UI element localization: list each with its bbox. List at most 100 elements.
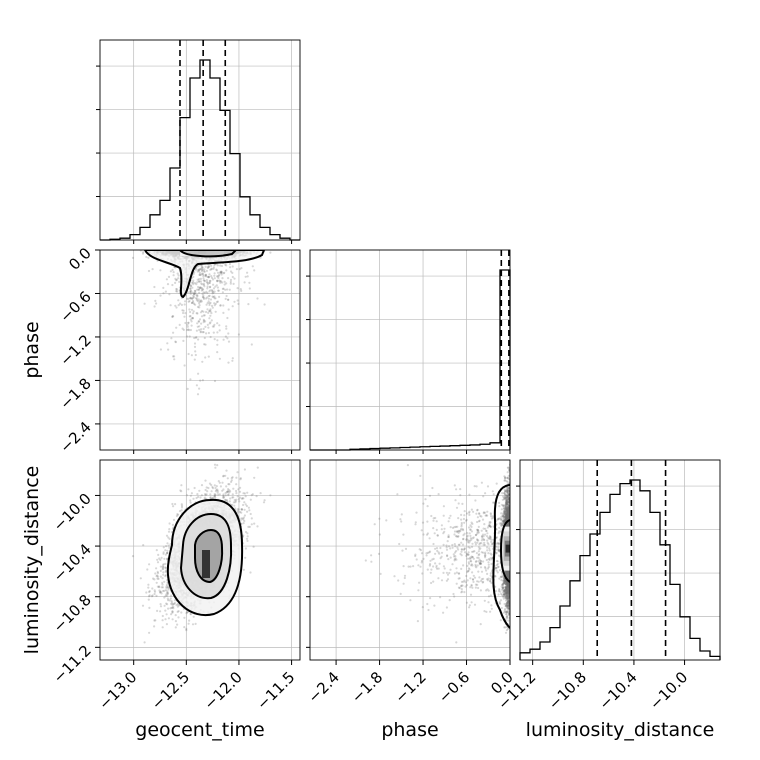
sample-point [202, 279, 205, 282]
sample-point [196, 325, 199, 328]
sample-point [131, 256, 135, 259]
sample-point [200, 270, 203, 273]
sample-point [209, 314, 212, 317]
sample-point [198, 300, 202, 303]
sample-point [176, 290, 179, 293]
sample-point [269, 251, 272, 254]
sample-point [218, 357, 221, 360]
sample-point [197, 320, 200, 323]
sample-point [189, 292, 192, 295]
sample-point [205, 279, 208, 282]
sample-point [226, 477, 229, 480]
sample-point [207, 300, 210, 303]
sample-point [200, 272, 203, 275]
sample-point [196, 288, 199, 291]
sample-point [189, 285, 192, 288]
sample-point [196, 294, 199, 297]
sample-point [182, 328, 185, 331]
sample-point [210, 289, 214, 292]
sample-point [158, 557, 161, 560]
sample-point [207, 265, 211, 268]
sample-point [159, 348, 162, 351]
sample-point [194, 353, 197, 357]
sample-point [202, 310, 205, 313]
sample-point [213, 297, 216, 300]
sample-point [213, 302, 216, 305]
sample-point [204, 325, 207, 328]
sample-point [203, 270, 206, 273]
sample-point [194, 350, 197, 353]
sample-point [246, 275, 249, 278]
sample-point [197, 270, 200, 273]
sample-point [214, 285, 217, 288]
sample-point [192, 294, 195, 297]
sample-point [248, 281, 251, 284]
sample-point [201, 268, 204, 271]
sample-point [233, 300, 236, 303]
sample-point [213, 304, 216, 307]
sample-point [210, 304, 214, 307]
sample-point [196, 322, 199, 325]
sample-point [206, 291, 209, 295]
sample-point [231, 271, 234, 274]
sample-point [143, 302, 146, 305]
sample-point [176, 272, 179, 275]
sample-point [211, 306, 214, 309]
sample-point [195, 329, 198, 332]
sample-point [213, 290, 216, 293]
sample-point [168, 528, 171, 531]
sample-point [212, 267, 215, 270]
sample-point [205, 303, 208, 306]
sample-point [239, 288, 242, 291]
sample-point [214, 493, 217, 496]
sample-point [187, 300, 190, 303]
sample-point [225, 282, 228, 285]
sample-point [171, 611, 174, 614]
sample-point [147, 269, 151, 273]
sample-point [246, 271, 249, 274]
sample-point [191, 291, 194, 294]
sample-point [196, 300, 200, 303]
sample-point [196, 312, 199, 315]
sample-point [193, 292, 196, 295]
sample-point [187, 321, 190, 324]
sample-point [188, 335, 191, 338]
sample-point [184, 300, 187, 303]
sample-point [164, 618, 167, 621]
sample-point [238, 268, 241, 271]
sample-point [203, 268, 206, 271]
sample-point [225, 269, 228, 272]
sample-point [175, 288, 178, 291]
sample-point [195, 336, 198, 339]
sample-point [195, 283, 198, 286]
sample-point [237, 302, 240, 305]
sample-point [216, 343, 219, 346]
pair-geocent_time-luminosity_distance-content [100, 460, 300, 660]
sample-point [172, 505, 175, 508]
sample-point [208, 303, 211, 307]
sample-point [209, 310, 212, 313]
sample-point [231, 476, 234, 479]
sample-point [199, 299, 203, 302]
sample-point [175, 306, 178, 309]
sample-point [175, 279, 178, 282]
sample-point [223, 280, 226, 283]
sample-point [227, 361, 230, 364]
sample-point [227, 332, 230, 335]
sample-point [175, 326, 178, 329]
sample-point [178, 323, 181, 326]
sample-point [226, 316, 229, 320]
sample-point [189, 378, 192, 381]
sample-point [216, 322, 219, 325]
sample-point [151, 594, 154, 597]
sample-point [203, 280, 206, 283]
sample-point [193, 289, 196, 293]
sample-point [216, 351, 219, 354]
sample-point [202, 331, 205, 334]
sample-point [203, 285, 206, 288]
sample-point [197, 264, 200, 268]
sample-point [189, 287, 192, 290]
sample-point [204, 343, 207, 346]
sample-point [195, 294, 198, 297]
sample-point [227, 340, 231, 343]
